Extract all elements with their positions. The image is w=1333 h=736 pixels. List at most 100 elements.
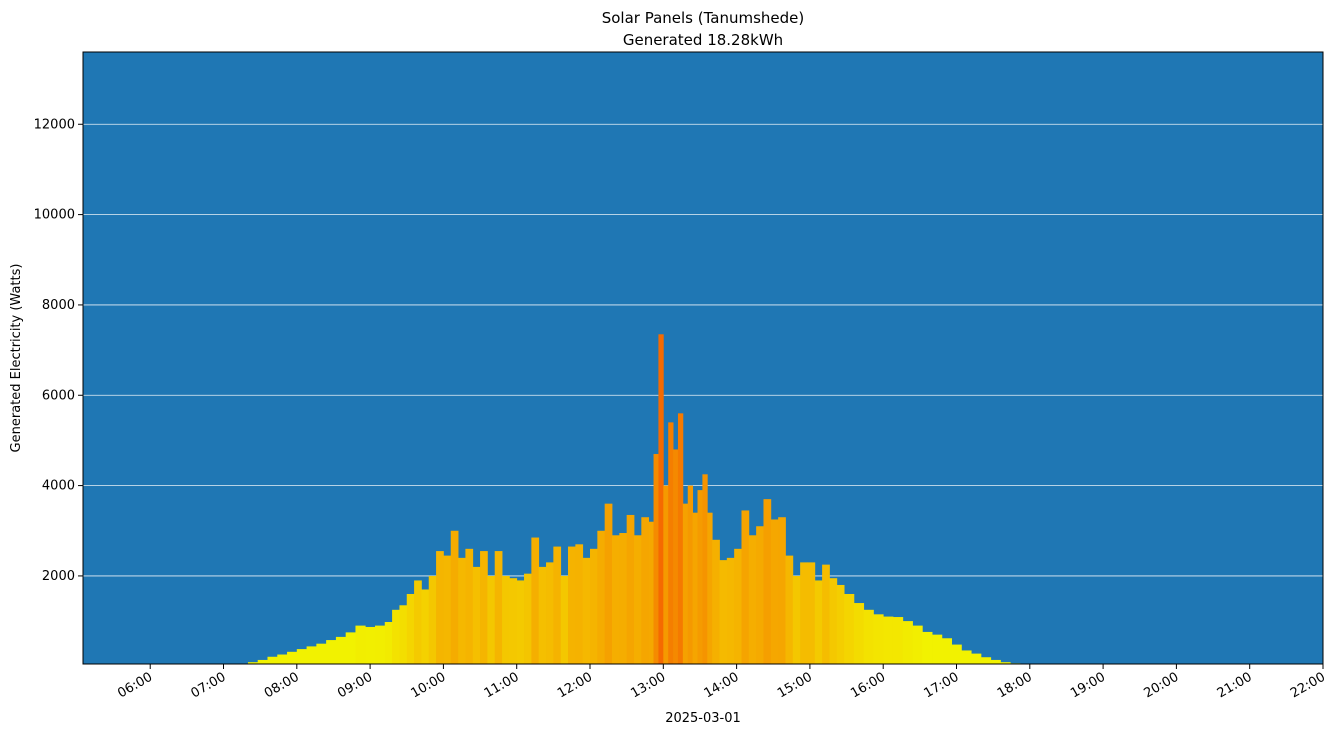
bar — [392, 609, 400, 664]
bar — [692, 512, 698, 664]
bar — [287, 651, 298, 664]
bar — [450, 530, 459, 664]
bar — [687, 485, 694, 664]
bar — [575, 544, 584, 664]
bar — [406, 593, 415, 664]
x-tick-label: 16:00 — [848, 670, 888, 702]
x-tick-label: 17:00 — [922, 670, 962, 702]
bar — [697, 490, 703, 664]
bar — [531, 537, 540, 664]
bar — [494, 551, 503, 664]
bar — [702, 474, 708, 664]
bar — [502, 575, 510, 664]
x-tick-label: 18:00 — [995, 670, 1035, 702]
x-tick-label: 14:00 — [702, 670, 742, 702]
bar — [436, 551, 444, 664]
x-tick-label: 07:00 — [189, 670, 229, 702]
x-tick-label: 11:00 — [482, 670, 522, 702]
bar — [487, 575, 496, 664]
x-tick-label: 09:00 — [335, 670, 375, 702]
bar — [770, 519, 779, 664]
bar — [863, 609, 874, 664]
bar — [658, 334, 664, 664]
bar — [785, 555, 794, 664]
bar — [267, 656, 278, 664]
bar — [296, 649, 307, 664]
bar — [375, 625, 386, 664]
bar — [365, 626, 376, 664]
bar — [844, 593, 855, 664]
y-tick-label: 4000 — [42, 479, 75, 494]
bar — [778, 517, 786, 664]
bar — [763, 499, 772, 664]
bar — [277, 654, 288, 664]
bar — [734, 548, 742, 664]
bar — [326, 640, 337, 664]
bar — [619, 533, 628, 664]
bar — [971, 653, 982, 664]
bar — [524, 573, 532, 664]
bar — [633, 535, 642, 664]
x-tick-label: 15:00 — [775, 670, 815, 702]
chart-title: Solar Panels (Tanumshede) — [602, 9, 805, 27]
bar — [443, 555, 452, 664]
bar — [829, 578, 838, 664]
bar — [873, 614, 884, 664]
x-tick-label: 10:00 — [408, 670, 448, 702]
bar — [582, 557, 591, 664]
bar — [814, 580, 823, 664]
bar — [822, 564, 830, 664]
bar — [741, 510, 750, 664]
bar — [560, 575, 569, 664]
bar — [480, 551, 488, 664]
bar — [707, 512, 713, 664]
bar — [247, 662, 259, 664]
bar — [597, 530, 606, 664]
bar — [719, 560, 728, 664]
bar — [673, 449, 679, 664]
x-tick-label: 20:00 — [1141, 670, 1181, 702]
bar — [902, 621, 913, 664]
bar — [677, 413, 684, 664]
bar — [538, 566, 547, 664]
bar — [668, 422, 674, 664]
bar — [546, 562, 554, 664]
bar — [421, 589, 430, 664]
bar — [316, 643, 327, 664]
bar — [399, 605, 408, 664]
bar — [516, 580, 525, 664]
bar — [853, 603, 865, 664]
bar — [682, 503, 689, 664]
bar — [414, 580, 422, 664]
bar — [428, 575, 437, 664]
x-tick-label: 21:00 — [1215, 670, 1255, 702]
bar — [641, 517, 650, 664]
x-axis: 06:00 07:00 08:00 09:00 10:00 11:00 12:00 13:00… — [115, 664, 1328, 701]
bar — [1000, 662, 1011, 664]
y-tick-label: 6000 — [42, 388, 75, 403]
y-tick-label: 2000 — [42, 569, 75, 584]
y-tick-label: 12000 — [34, 117, 75, 132]
bar — [335, 636, 347, 664]
bar — [941, 638, 953, 664]
bar — [792, 575, 801, 664]
chart-subtitle: Generated 18.28kWh — [623, 31, 783, 49]
bar — [756, 526, 764, 664]
x-tick-label: 06:00 — [115, 670, 155, 702]
bar — [590, 548, 598, 664]
bar — [553, 546, 562, 664]
bar — [961, 650, 972, 664]
x-tick-label: 13:00 — [628, 670, 668, 702]
y-axis-label: Generated Electricity (Watts) — [9, 264, 24, 453]
bar — [568, 546, 576, 664]
x-tick-label: 08:00 — [262, 670, 302, 702]
y-tick-label: 10000 — [34, 208, 75, 223]
bar-series — [238, 334, 1031, 664]
bar — [458, 557, 466, 664]
bar — [472, 566, 481, 664]
x-tick-label: 22:00 — [1288, 670, 1328, 702]
y-tick-label: 8000 — [42, 298, 75, 313]
bar — [306, 646, 317, 664]
x-axis-label: 2025-03-01 — [665, 711, 741, 726]
